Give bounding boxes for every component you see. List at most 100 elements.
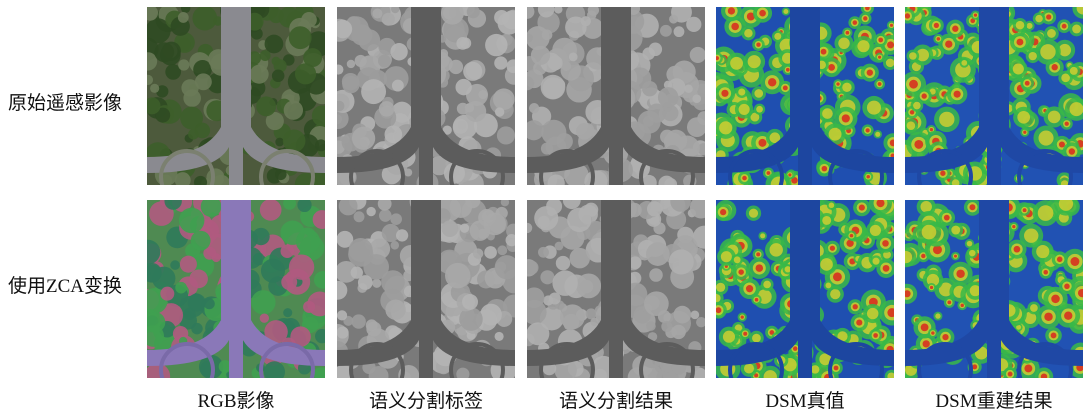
image-detail — [756, 43, 760, 47]
image-detail — [866, 175, 869, 178]
image-detail — [590, 318, 598, 326]
image-detail — [923, 340, 930, 347]
image-tile — [147, 200, 325, 378]
image-detail — [691, 310, 700, 319]
image-detail — [822, 166, 828, 172]
image-detail — [720, 209, 726, 215]
column-label: DSM真值 — [716, 386, 894, 412]
image-detail — [1016, 21, 1025, 30]
image-detail — [830, 246, 835, 251]
image-detail — [570, 248, 591, 269]
image-detail — [1070, 257, 1079, 266]
image-detail — [793, 346, 797, 350]
image-detail — [913, 102, 921, 110]
image-detail — [552, 270, 577, 295]
image-detail — [455, 79, 471, 95]
image-tile — [147, 7, 325, 185]
image-detail — [850, 234, 854, 238]
image-detail — [484, 246, 497, 259]
image-detail — [260, 200, 282, 221]
image-detail — [485, 34, 507, 56]
image-detail — [671, 325, 685, 339]
image-detail — [829, 128, 842, 141]
image-detail — [741, 316, 744, 319]
image-detail — [569, 52, 578, 61]
image-detail — [337, 327, 349, 339]
image-detail — [730, 57, 743, 70]
image-tile — [905, 7, 1083, 185]
image-detail — [392, 80, 404, 92]
image-detail — [755, 298, 759, 302]
image-detail — [820, 258, 833, 271]
image-detail — [195, 73, 212, 90]
image-detail — [170, 260, 180, 270]
image-detail — [870, 225, 881, 236]
image-detail — [260, 50, 271, 61]
image-detail — [967, 241, 973, 247]
image-detail — [1016, 39, 1023, 46]
image-detail — [390, 213, 402, 225]
column-label: 语义分割结果 — [527, 386, 705, 412]
image-tile — [716, 200, 894, 378]
image-detail — [342, 73, 359, 90]
image-detail — [1040, 44, 1055, 59]
row-label: 原始遥感影像 — [8, 88, 122, 115]
image-detail — [728, 7, 735, 14]
image-detail — [581, 16, 591, 26]
image-detail — [644, 291, 669, 316]
image-tile — [337, 7, 515, 185]
image-detail — [283, 308, 292, 317]
image-detail — [272, 57, 281, 66]
image-detail — [754, 89, 763, 98]
image-detail — [945, 40, 952, 47]
image-detail — [931, 331, 934, 334]
image-detail — [863, 16, 867, 20]
image-detail — [261, 259, 285, 283]
image-detail — [358, 275, 373, 290]
image-detail — [866, 128, 870, 132]
image-detail — [576, 123, 593, 140]
image-detail — [483, 213, 506, 236]
image-detail — [567, 208, 591, 232]
image-detail — [811, 365, 819, 373]
image-detail — [179, 208, 205, 234]
image-detail — [649, 268, 663, 282]
image-detail — [442, 220, 459, 237]
image-detail — [674, 26, 685, 37]
image-detail — [1064, 284, 1070, 290]
image-detail — [372, 9, 382, 19]
image-detail — [660, 25, 672, 37]
image-detail — [1046, 14, 1051, 19]
image-detail — [204, 298, 215, 309]
image-detail — [909, 80, 918, 89]
image-detail — [366, 321, 381, 336]
image-detail — [859, 205, 865, 211]
image-detail — [445, 263, 470, 288]
image-detail — [692, 94, 701, 103]
image-detail — [1044, 313, 1052, 321]
image-detail — [358, 29, 380, 51]
image-detail — [175, 282, 187, 294]
image-detail — [295, 63, 316, 84]
image-detail — [842, 114, 850, 122]
image-detail — [265, 35, 284, 54]
image-detail — [256, 96, 276, 116]
image-detail — [538, 247, 549, 258]
image-detail — [842, 83, 851, 92]
image-detail — [1017, 111, 1030, 124]
image-detail — [739, 104, 750, 115]
image-detail — [391, 241, 400, 250]
image-tile — [527, 7, 705, 185]
image-detail — [178, 12, 189, 23]
image-detail — [275, 168, 287, 180]
image-detail — [178, 59, 189, 70]
image-detail — [821, 49, 827, 55]
image-detail — [1023, 208, 1027, 212]
image-detail — [560, 304, 585, 329]
image-detail — [1012, 225, 1015, 228]
image-detail — [642, 81, 657, 96]
image-detail — [289, 254, 314, 279]
image-detail — [930, 286, 933, 289]
image-detail — [744, 29, 752, 37]
image-detail — [1038, 131, 1053, 146]
